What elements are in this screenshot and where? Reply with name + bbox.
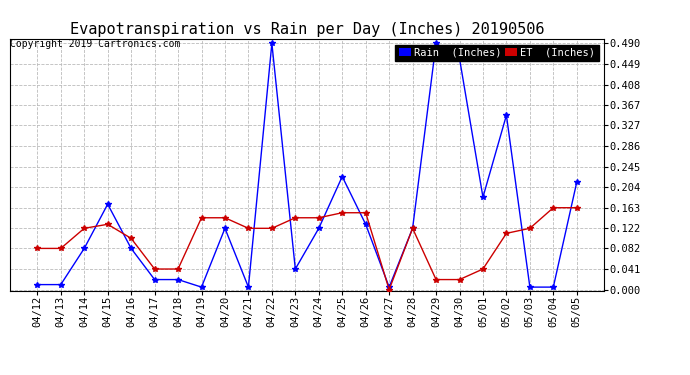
Text: Copyright 2019 Cartronics.com: Copyright 2019 Cartronics.com — [10, 39, 181, 50]
Title: Evapotranspiration vs Rain per Day (Inches) 20190506: Evapotranspiration vs Rain per Day (Inch… — [70, 22, 544, 37]
Legend: Rain  (Inches), ET  (Inches): Rain (Inches), ET (Inches) — [395, 45, 598, 61]
